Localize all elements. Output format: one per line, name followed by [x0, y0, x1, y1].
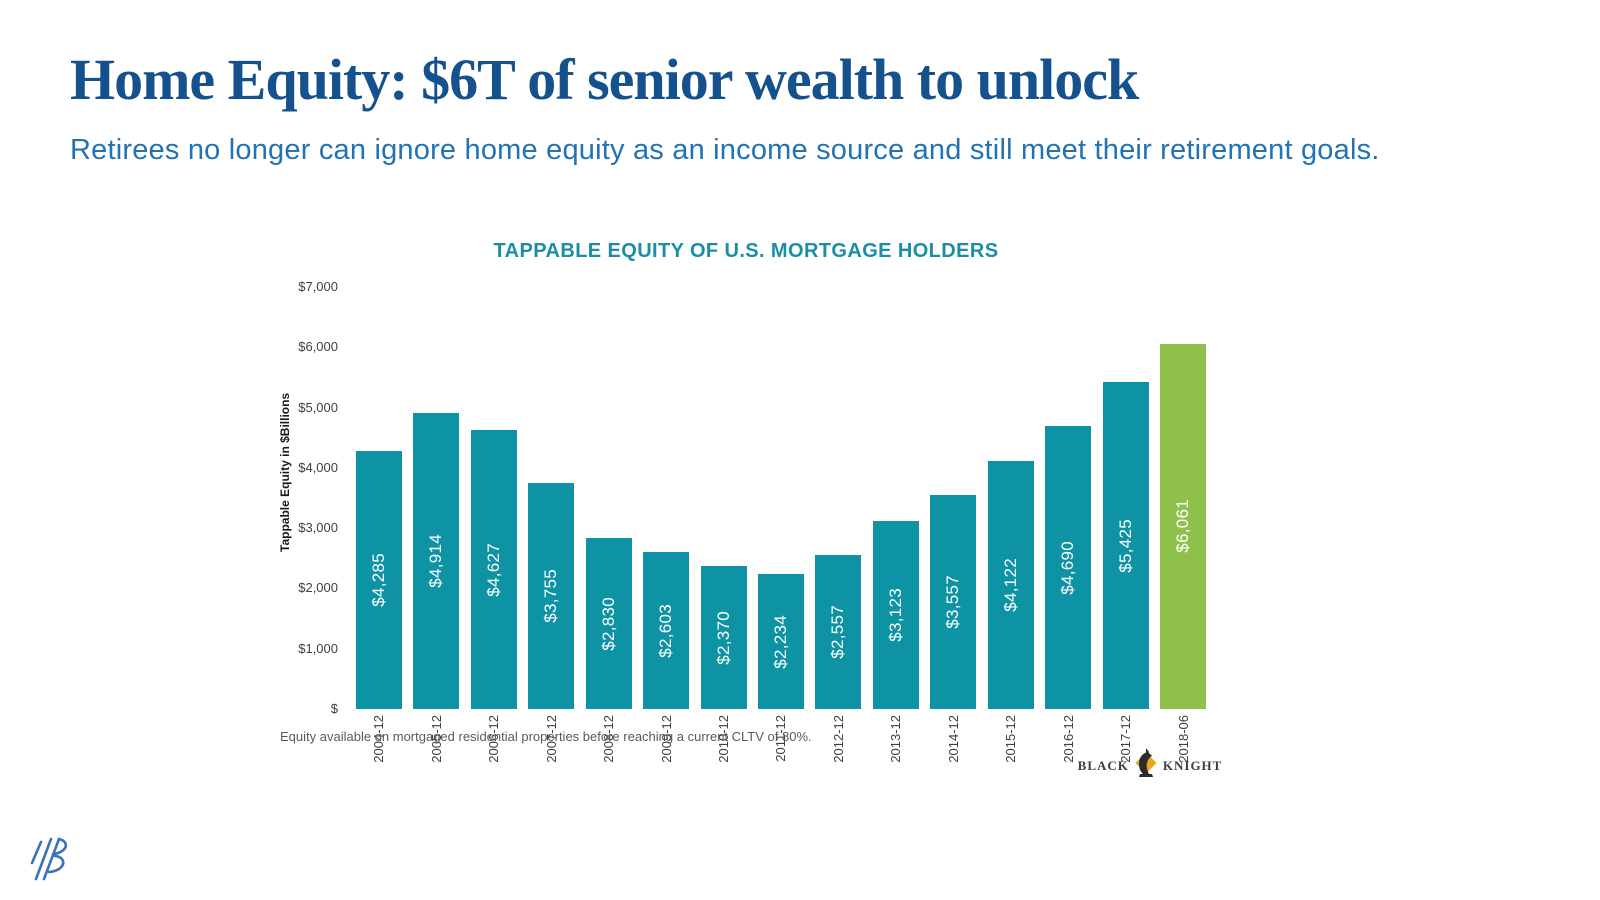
bar-2017-12: $5,425	[1102, 381, 1149, 709]
black-knight-logo-text-left: BLACK	[1077, 758, 1129, 773]
bar-value-label: $4,914	[426, 533, 446, 588]
y-tick-label: $4,000	[298, 459, 338, 475]
bar-chart: TAPPABLE EQUITY OF U.S. MORTGAGE HOLDERS…	[278, 232, 1212, 792]
x-tick-label: 2016-12	[1060, 715, 1076, 763]
chart-footnote: Equity available on mortgaged residentia…	[280, 729, 812, 744]
black-knight-logo-text-right: KNIGHT	[1162, 758, 1223, 773]
y-tick-label: $1,000	[298, 640, 338, 656]
x-tick-label: 2012-12	[830, 715, 846, 763]
bar-value-label: $3,557	[943, 574, 963, 629]
bar-2012-12: $2,557	[815, 554, 862, 709]
bar-2007-12: $3,755	[528, 482, 575, 709]
bar-2014-12: $3,557	[930, 494, 977, 709]
page-subtitle: Retirees no longer can ignore home equit…	[70, 134, 1380, 166]
bar-value-label: $2,234	[771, 614, 790, 669]
corner-brand-icon	[30, 837, 68, 881]
bar-value-label: $5,425	[1115, 518, 1135, 573]
x-tick-label: 2014-12	[945, 715, 961, 763]
bar-value-label: $4,122	[1000, 557, 1020, 612]
bar-2009-12: $2,603	[643, 552, 690, 709]
y-tick-label: $	[330, 701, 338, 716]
bar-2018-06: $6,061	[1160, 343, 1207, 709]
plot-area: $7,000 $6,000 $5,000 $4,000 $3,000 $2,000 $1,0…	[298, 279, 1212, 763]
bar-value-label: $2,603	[656, 603, 676, 658]
x-tick: 2014-12	[925, 715, 982, 763]
x-tick: 2012-12	[810, 715, 867, 763]
bar-value-label: $2,557	[828, 605, 848, 659]
knight-emblem-icon	[1135, 748, 1157, 777]
x-tick: 2015-12	[982, 715, 1039, 763]
chart-title: TAPPABLE EQUITY OF U.S. MORTGAGE HOLDERS	[493, 240, 999, 262]
y-tick-label: $3,000	[298, 520, 338, 536]
bar-value-label: $6,061	[1173, 499, 1193, 554]
bar-2013-12: $3,123	[872, 520, 919, 709]
x-tick-label: 2015-12	[1003, 715, 1019, 763]
bar-2006-12: $4,627	[470, 430, 517, 709]
bar-2008-12: $2,830	[585, 538, 632, 709]
bar-value-label: $3,123	[885, 587, 905, 642]
bar-2011-12: $2,234	[758, 574, 804, 709]
bar-value-label: $4,627	[483, 542, 503, 597]
bar-value-label: $4,690	[1058, 540, 1078, 595]
y-tick-label: $6,000	[298, 339, 338, 355]
black-knight-logo: BLACK KNIGHT	[1078, 744, 1221, 778]
y-tick-label: $2,000	[298, 580, 338, 596]
y-tick-label: $7,000	[298, 279, 338, 294]
bar-2015-12: $4,122	[987, 460, 1034, 709]
bar-value-label: $2,370	[713, 610, 733, 665]
bar-2010-12: $2,370	[700, 566, 747, 709]
y-tick-label: $5,000	[298, 399, 338, 415]
bar-2004-12: $4,285	[355, 450, 402, 709]
page-title: Home Equity: $6T of senior wealth to unl…	[70, 47, 1139, 112]
bar-value-label: $4,285	[368, 552, 388, 607]
bar-value-label: $2,830	[598, 596, 618, 651]
bar-2016-12: $4,690	[1045, 426, 1092, 709]
x-tick: 2013-12	[867, 715, 924, 763]
x-tick-label: 2013-12	[888, 715, 904, 763]
bar-2005-12: $4,914	[413, 412, 460, 709]
bar-value-label: $3,755	[541, 568, 561, 623]
